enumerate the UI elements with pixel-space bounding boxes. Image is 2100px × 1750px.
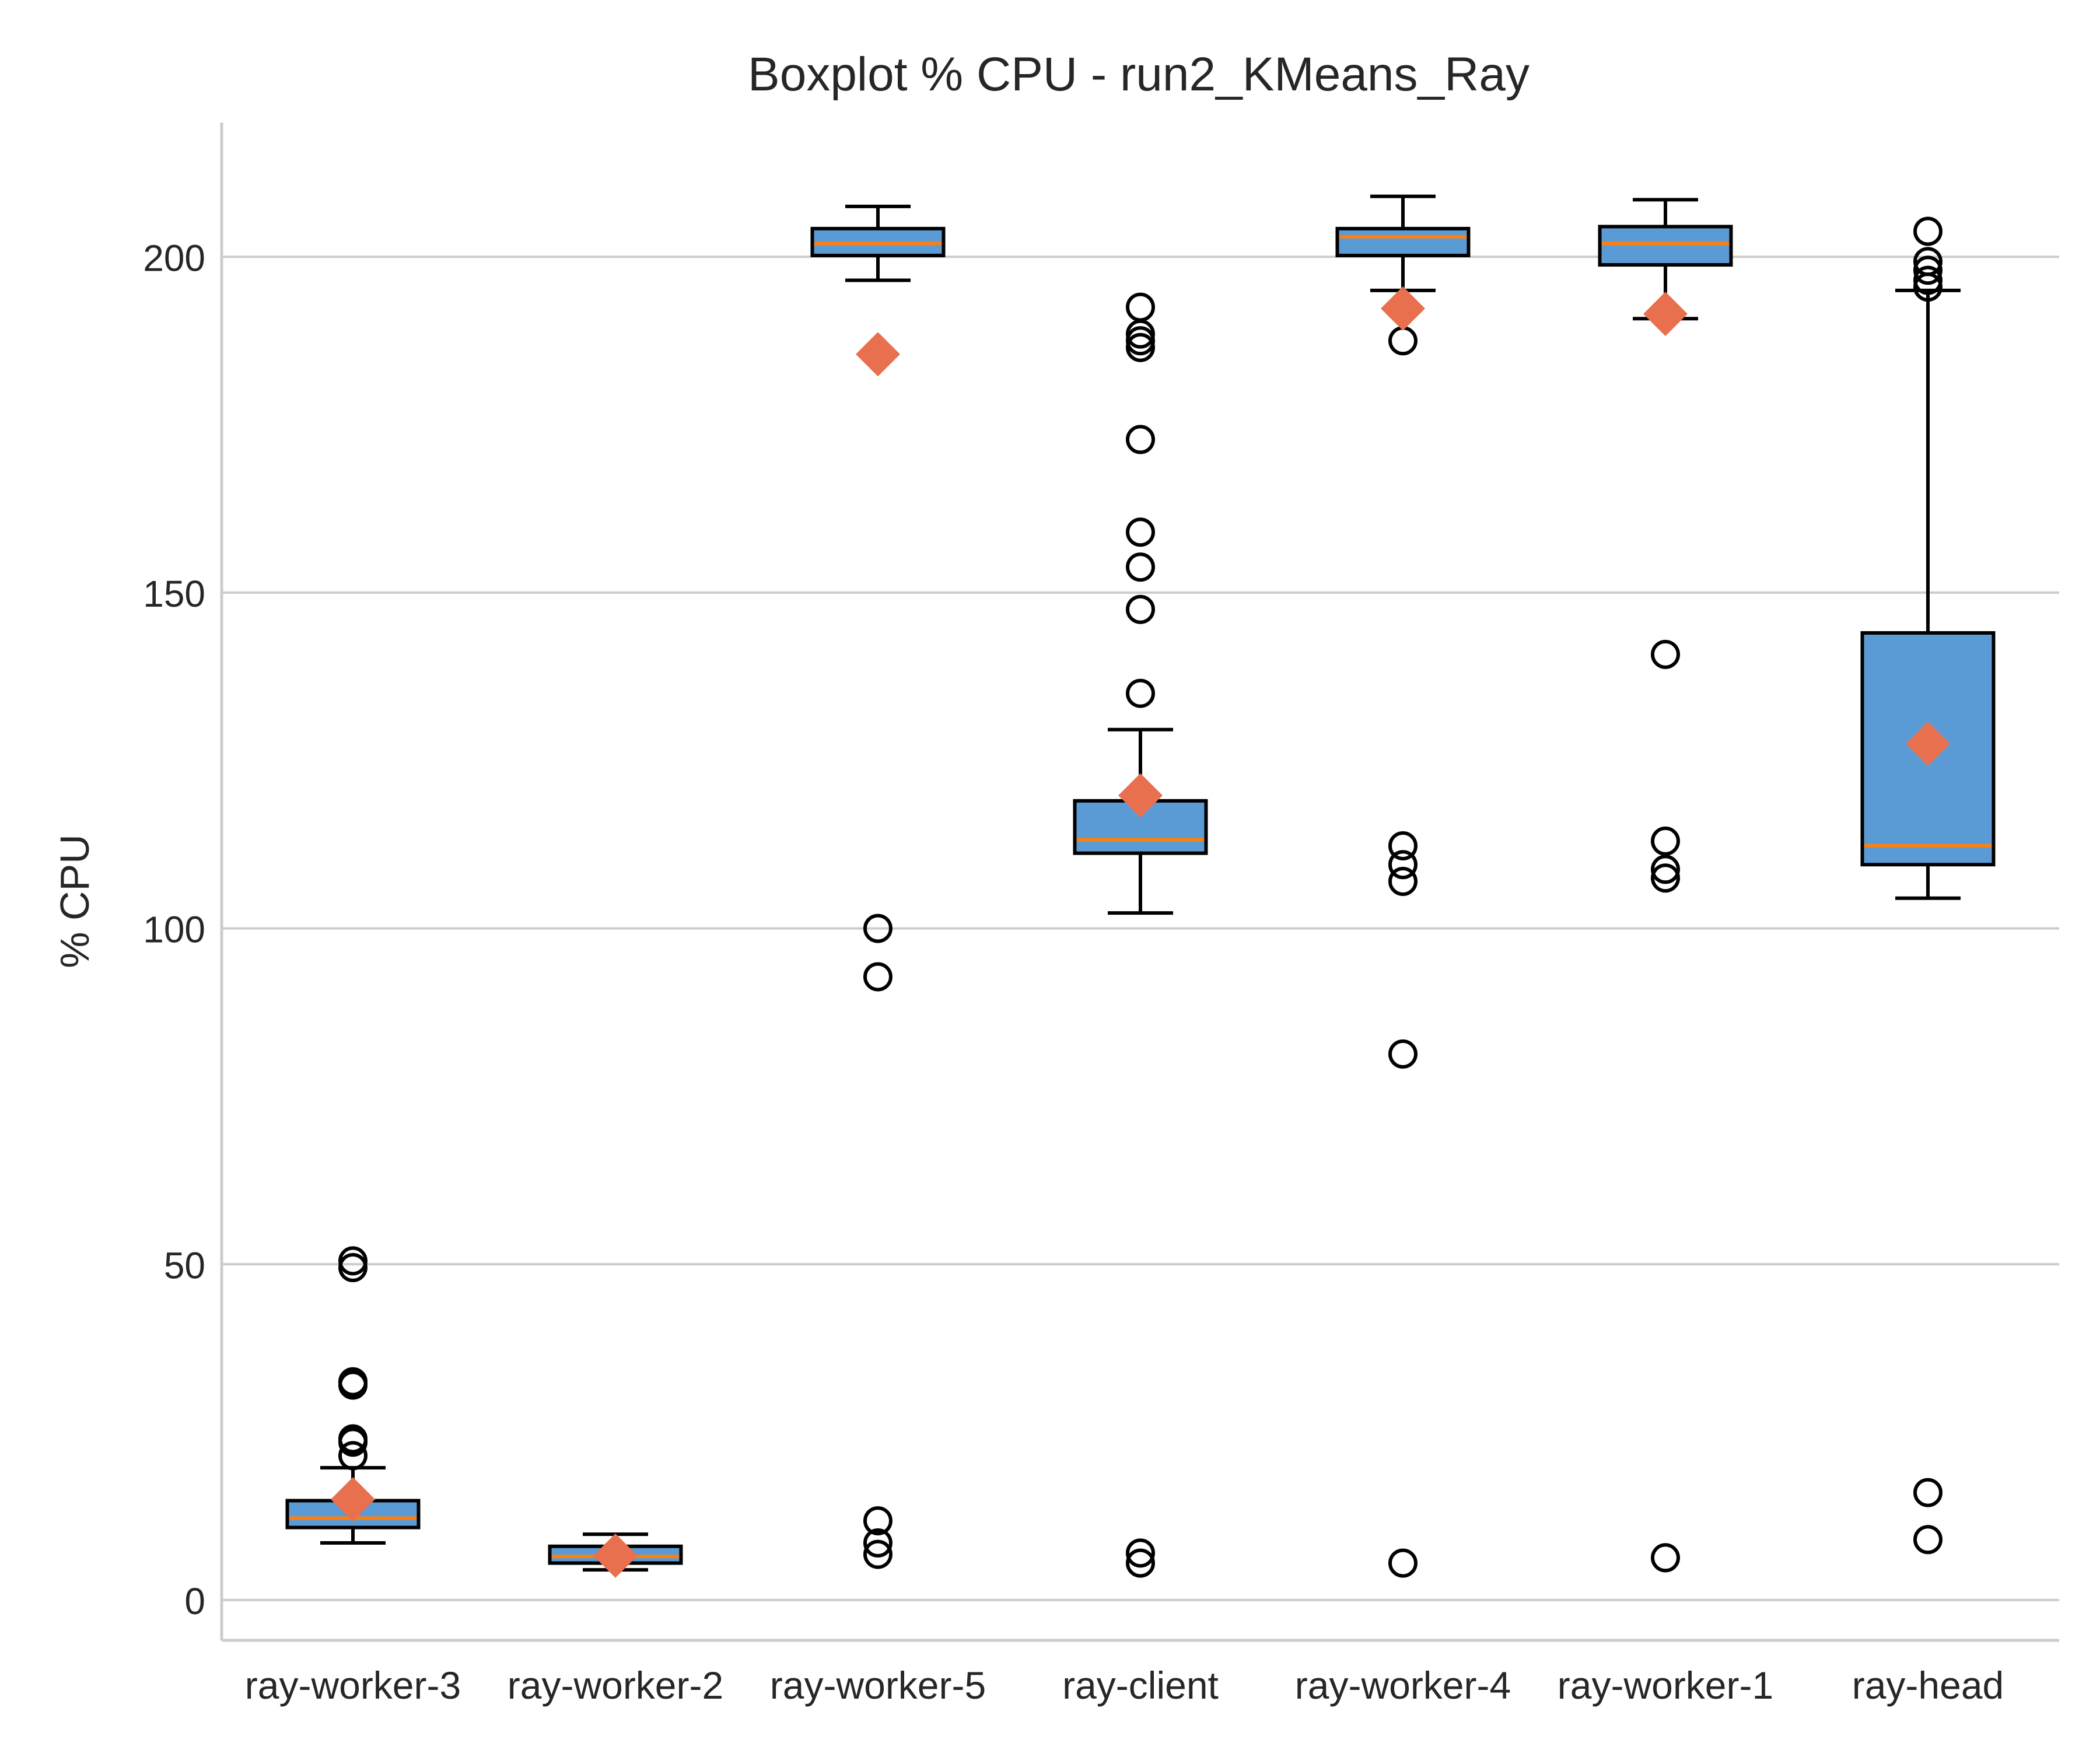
outlier-point [1913, 1478, 1943, 1507]
mean-marker [1381, 286, 1425, 331]
outlier-point [338, 1246, 368, 1276]
iqr-box [1598, 225, 1733, 267]
outlier-point [1913, 216, 1943, 246]
x-tick-label-ray-client: ray-client [1062, 1664, 1219, 1707]
outlier-point [338, 1424, 368, 1454]
mean-marker [856, 332, 900, 377]
x-tick-label-ray-worker-4: ray-worker-4 [1295, 1664, 1511, 1707]
outlier-point [863, 1528, 892, 1558]
y-tick-labels: 0 50 100 150 200 [143, 237, 205, 1622]
outlier-point [1126, 517, 1155, 547]
y-tick-label-50: 50 [164, 1244, 205, 1286]
outlier-point [1126, 332, 1155, 362]
outlier-point [1651, 863, 1680, 893]
axes [220, 123, 2059, 1642]
outlier-point [863, 1539, 892, 1569]
outlier-point [338, 1367, 368, 1396]
box-group-ray-worker-5 [810, 204, 946, 1569]
outlier-point [1388, 850, 1418, 880]
x-tick-label-ray-worker-5: ray-worker-5 [770, 1664, 986, 1707]
mean-marker [331, 1477, 375, 1522]
y-tick-label-0: 0 [184, 1580, 205, 1622]
outlier-point [1126, 678, 1155, 708]
outlier-point [1388, 831, 1418, 860]
outlier-point [1388, 1548, 1418, 1578]
outlier-point [863, 914, 892, 943]
box-group-ray-worker-4 [1335, 194, 1471, 1578]
y-gridlines [222, 256, 2059, 1601]
outlier-point [1913, 272, 1943, 302]
outlier-point [863, 1506, 892, 1536]
outlier-point [1126, 594, 1155, 624]
box-series [285, 194, 1996, 1578]
y-tick-label-150: 150 [143, 573, 205, 615]
outlier-point [1913, 1525, 1943, 1555]
y-tick-label-100: 100 [143, 909, 205, 951]
box-group-ray-worker-1 [1598, 198, 1733, 1573]
iqr-box [1335, 226, 1471, 257]
mean-marker [1118, 773, 1163, 818]
x-tick-label-ray-worker-1: ray-worker-1 [1558, 1664, 1773, 1707]
outlier-point [1126, 1538, 1155, 1568]
outlier-point [1651, 639, 1680, 669]
mean-marker [1906, 721, 1950, 766]
outlier-point [1126, 552, 1155, 582]
outlier-point [863, 962, 892, 992]
outlier-point [1126, 1548, 1155, 1578]
box-group-ray-worker-3 [285, 1246, 421, 1545]
outlier-point [1126, 425, 1155, 454]
x-tick-label-ray-head: ray-head [1852, 1664, 2004, 1707]
box-group-ray-head [1860, 216, 1996, 1555]
y-tick-label-200: 200 [143, 237, 205, 279]
x-tick-label-ray-worker-2: ray-worker-2 [508, 1664, 723, 1707]
outlier-point [1651, 855, 1680, 884]
x-tick-label-ray-worker-3: ray-worker-3 [245, 1664, 461, 1707]
box-group-ray-worker-2 [548, 1532, 683, 1578]
outlier-point [1388, 1039, 1418, 1069]
mean-marker [1643, 292, 1688, 337]
outlier-point [1651, 1543, 1680, 1573]
outlier-point [338, 1441, 368, 1471]
outlier-point [1913, 256, 1943, 285]
outlier-point [1651, 826, 1680, 856]
outlier-point [1388, 867, 1418, 896]
x-tick-labels: ray-worker-3 ray-worker-2 ray-worker-5 ray-… [245, 1664, 2004, 1707]
mean-marker [593, 1533, 638, 1578]
chart-title: Boxplot % CPU - run2_KMeans_Ray [748, 48, 1530, 101]
y-axis-label: % CPU [52, 834, 97, 968]
box-group-ray-client [1073, 292, 1208, 1578]
